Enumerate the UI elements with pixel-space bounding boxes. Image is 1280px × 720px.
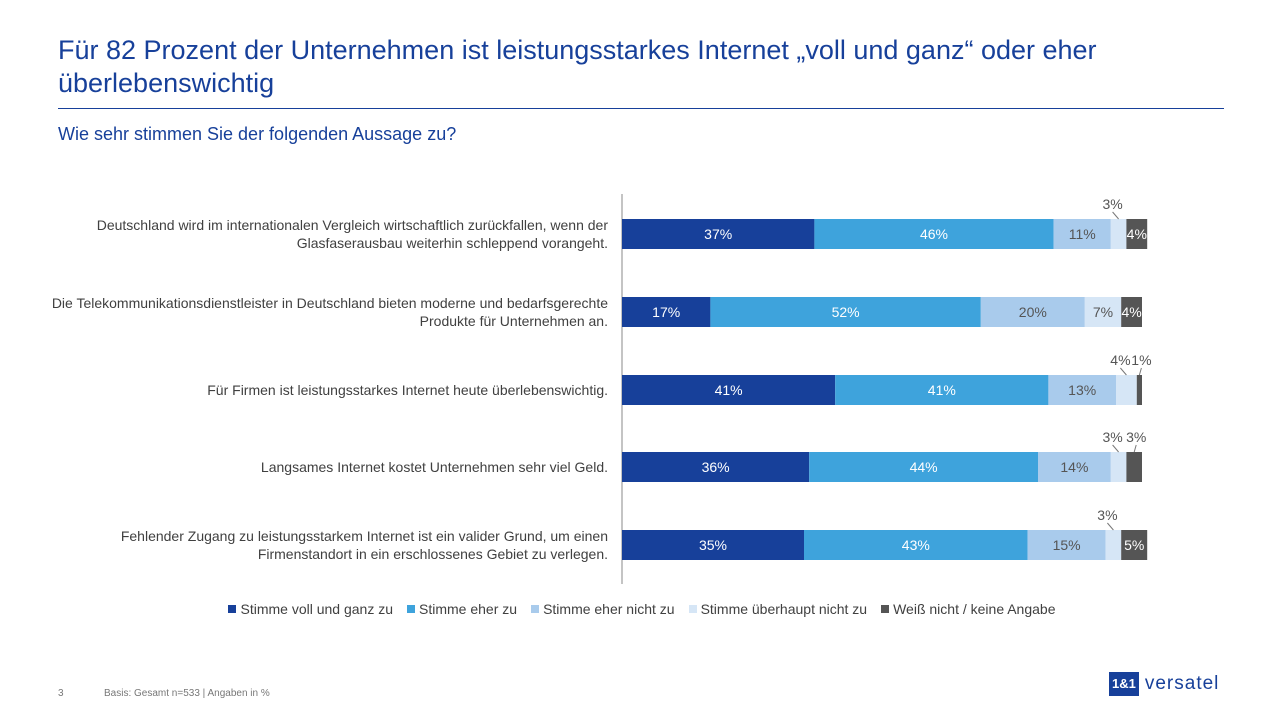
legend-label: Stimme überhaupt nicht zu bbox=[700, 601, 868, 617]
data-label: 44% bbox=[910, 459, 938, 475]
bar-segment bbox=[814, 219, 1054, 249]
category-label: Langsames Internet kostet Unternehmen se… bbox=[260, 459, 608, 475]
data-label: 7% bbox=[1093, 304, 1113, 320]
data-label: 3% bbox=[1102, 429, 1122, 445]
bar-segment bbox=[804, 530, 1028, 560]
legend-item: Stimme eher nicht zu bbox=[531, 601, 675, 617]
bar-segment bbox=[622, 375, 836, 405]
data-label: 41% bbox=[928, 382, 956, 398]
leader-line bbox=[1112, 444, 1119, 453]
legend-swatch bbox=[688, 605, 697, 613]
data-label: 17% bbox=[652, 304, 680, 320]
bar-segment bbox=[1038, 452, 1111, 482]
bar-segment bbox=[809, 452, 1038, 482]
legend-item: Stimme eher zu bbox=[407, 601, 517, 617]
data-label: 14% bbox=[1060, 459, 1088, 475]
leader-line bbox=[1133, 444, 1137, 453]
leader-line bbox=[1112, 211, 1119, 220]
bar-segment bbox=[1110, 452, 1127, 482]
legend-swatch bbox=[881, 605, 890, 613]
bar-segment bbox=[835, 375, 1049, 405]
data-label: 3% bbox=[1097, 507, 1117, 523]
data-label: 13% bbox=[1068, 382, 1096, 398]
data-label: 46% bbox=[920, 226, 948, 242]
data-label: 36% bbox=[702, 459, 730, 475]
logo-box: 1&1 bbox=[1109, 672, 1139, 696]
bar-segment bbox=[1084, 297, 1122, 327]
page-number: 3 bbox=[58, 688, 64, 699]
bar-segment bbox=[622, 452, 810, 482]
data-label: 4% bbox=[1110, 352, 1130, 368]
bar-segment bbox=[710, 297, 981, 327]
bar-segment bbox=[1048, 375, 1116, 405]
chart-legend: Stimme voll und ganz zu Stimme eher zu Sti… bbox=[0, 601, 1280, 617]
legend-label: Weiß nicht / keine Angabe bbox=[893, 601, 1056, 617]
footnote: Basis: Gesamt n=533 | Angaben in % bbox=[104, 688, 270, 699]
category-label: Für Firmen ist leistungsstarkes Internet… bbox=[207, 382, 608, 398]
data-label: 5% bbox=[1124, 537, 1144, 553]
bar-segment bbox=[622, 530, 804, 560]
category-label: Deutschland wird im internationalen Verg… bbox=[96, 217, 608, 251]
bar-segment bbox=[622, 219, 815, 249]
bar-segment bbox=[1126, 452, 1142, 482]
data-label: 11% bbox=[1069, 226, 1096, 242]
legend-item: Stimme überhaupt nicht zu bbox=[688, 601, 868, 617]
legend-item: Weiß nicht / keine Angabe bbox=[881, 601, 1056, 617]
data-label: 37% bbox=[704, 226, 732, 242]
legend-label: Stimme voll und ganz zu bbox=[240, 601, 394, 617]
legend-swatch bbox=[531, 605, 540, 613]
page-title: Für 82 Prozent der Unternehmen ist leist… bbox=[58, 35, 1097, 98]
legend-label: Stimme eher nicht zu bbox=[543, 601, 675, 617]
category-label: Fehlender Zugang zu leistungsstarkem Int… bbox=[120, 528, 608, 562]
logo-text: versatel bbox=[1144, 673, 1220, 694]
category-label: Die Telekommunikationsdienstleister in D… bbox=[51, 295, 608, 329]
legend-item: Stimme voll und ganz zu bbox=[228, 601, 393, 617]
leader-line bbox=[1138, 367, 1142, 376]
data-label: 43% bbox=[902, 537, 930, 553]
bar-segment bbox=[980, 297, 1085, 327]
data-label: 41% bbox=[715, 382, 743, 398]
data-label: 1% bbox=[1131, 352, 1151, 368]
bar-segment bbox=[1027, 530, 1106, 560]
legend-swatch bbox=[228, 605, 237, 613]
data-label: 4% bbox=[1121, 304, 1141, 320]
data-label: 35% bbox=[699, 537, 727, 553]
data-label: 3% bbox=[1126, 429, 1146, 445]
bar-segment bbox=[1053, 219, 1111, 249]
data-label: 3% bbox=[1102, 196, 1122, 212]
bar-segment bbox=[1121, 530, 1148, 560]
legend-swatch bbox=[407, 605, 416, 613]
data-label: 4% bbox=[1127, 226, 1147, 242]
data-label: 20% bbox=[1019, 304, 1047, 320]
data-label: 15% bbox=[1053, 537, 1081, 553]
data-label: 52% bbox=[832, 304, 860, 320]
title-divider bbox=[58, 108, 1224, 109]
leader-line bbox=[1107, 522, 1114, 531]
versatel-logo: 1&1 versatel bbox=[1109, 672, 1219, 696]
bar-segment bbox=[1116, 375, 1137, 405]
bar-segment bbox=[1136, 375, 1142, 405]
leader-line bbox=[1120, 367, 1127, 376]
legend-label: Stimme eher zu bbox=[419, 601, 518, 617]
bar-segment bbox=[1126, 219, 1148, 249]
page-subtitle: Wie sehr stimmen Sie der folgenden Aussa… bbox=[58, 124, 457, 144]
bar-segment bbox=[622, 297, 711, 327]
bar-segment bbox=[1110, 219, 1127, 249]
bar-segment bbox=[1105, 530, 1122, 560]
bar-segment bbox=[1121, 297, 1142, 327]
